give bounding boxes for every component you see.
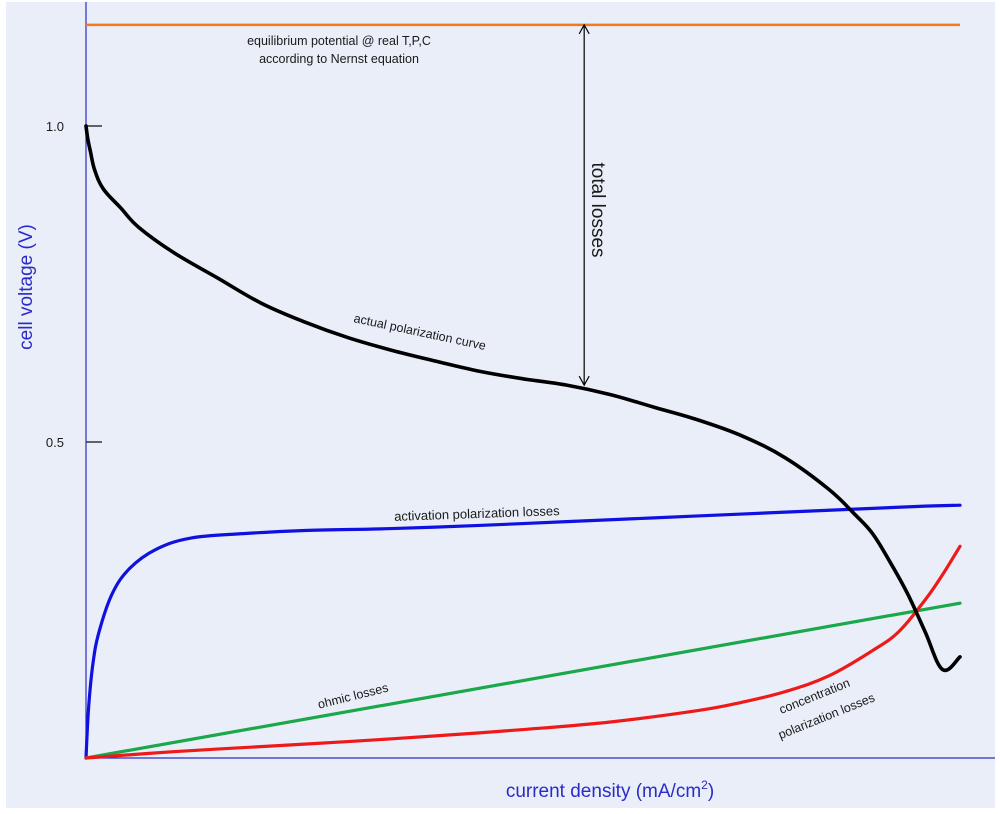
- y-tick-label: 0.5: [46, 435, 64, 450]
- equilibrium-label-line1: equilibrium potential @ real T,P,C: [247, 34, 431, 48]
- y-tick-0.5: 0.5: [46, 435, 102, 450]
- activation-losses-curve: [84, 503, 962, 760]
- y-axis-title: cell voltage (V): [16, 224, 37, 350]
- y-tick-1.0: 1.0: [46, 119, 102, 134]
- x-axis-title-main: current density (mA/cm: [506, 781, 701, 802]
- arrowhead-bottom-icon: [578, 375, 590, 387]
- x-axis-title-suffix: ): [708, 781, 714, 802]
- activation-curve-label: activation polarization losses: [394, 503, 560, 524]
- total-losses-label: total losses: [587, 162, 608, 257]
- ohmic-losses-line: [84, 601, 962, 760]
- y-tick-label: 1.0: [46, 119, 64, 134]
- actual-polarization-curve: [84, 124, 962, 673]
- x-axis-title: current density (mA/cm2): [506, 778, 714, 802]
- concentration-losses-curve: [84, 544, 962, 760]
- equilibrium-label-line2: according to Nernst equation: [259, 52, 419, 66]
- arrowhead-top-icon: [578, 23, 590, 35]
- x-axis-title-superscript: 2: [701, 778, 708, 792]
